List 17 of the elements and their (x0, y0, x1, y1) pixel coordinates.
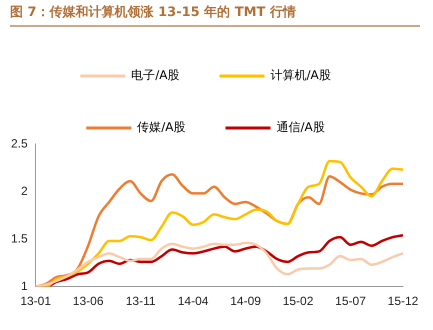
x-tick-label: 13-11 (126, 294, 156, 308)
y-tick-label: 1 (20, 278, 28, 293)
x-tick-label: 13-01 (20, 294, 52, 308)
legend-label: 电子/A股 (131, 68, 180, 82)
x-tick-label: 14-04 (178, 294, 209, 308)
x-tick-label: 15-02 (282, 294, 314, 308)
legend-label: 通信/A股 (276, 120, 325, 134)
x-tick-label: 13-06 (72, 294, 104, 308)
legend-label: 计算机/A股 (270, 68, 331, 82)
chart-title: 图 7：传媒和计算机领涨 13-15 年的 TMT 行情 (10, 3, 420, 27)
legend-label: 传媒/A股 (137, 120, 186, 134)
x-tick-label: 14-09 (230, 294, 262, 308)
x-tick-label: 15-12 (388, 294, 419, 308)
y-tick-label: 1.5 (10, 231, 28, 246)
y-tick-label: 2.5 (10, 136, 28, 150)
x-tick-label: 15-07 (335, 294, 366, 308)
y-tick-label: 2 (20, 184, 28, 198)
